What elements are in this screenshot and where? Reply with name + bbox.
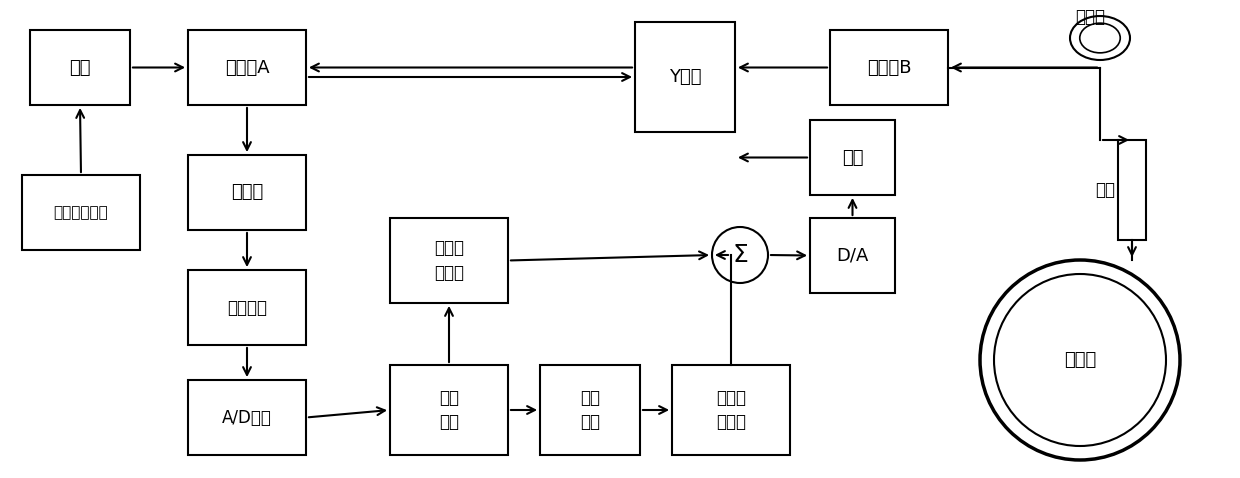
Text: 耦合器B: 耦合器B xyxy=(867,58,911,76)
Bar xyxy=(188,155,306,230)
Bar xyxy=(188,270,306,345)
Bar xyxy=(188,30,306,105)
Text: 延迟线: 延迟线 xyxy=(1075,8,1105,26)
Text: $\Sigma$: $\Sigma$ xyxy=(732,243,748,267)
Bar xyxy=(30,30,130,105)
Text: Y波导: Y波导 xyxy=(668,68,702,86)
Bar xyxy=(830,30,949,105)
Text: 驱动制冷电路: 驱动制冷电路 xyxy=(53,205,108,220)
Text: 前置放大: 前置放大 xyxy=(227,298,267,316)
Text: 波片: 波片 xyxy=(1095,181,1115,199)
Text: 运放: 运放 xyxy=(842,149,863,166)
Text: 四态波
生成器: 四态波 生成器 xyxy=(434,239,464,282)
Bar xyxy=(188,380,306,455)
Bar xyxy=(539,365,640,455)
Text: 主积
分器: 主积 分器 xyxy=(580,389,600,432)
Bar xyxy=(391,218,508,303)
Bar xyxy=(1118,140,1146,240)
Bar xyxy=(672,365,790,455)
Text: 阶梯波
生成器: 阶梯波 生成器 xyxy=(715,389,746,432)
Bar xyxy=(22,175,140,250)
Text: 敏感环: 敏感环 xyxy=(1064,351,1096,369)
Bar xyxy=(391,365,508,455)
Text: D/A: D/A xyxy=(836,247,869,264)
Bar xyxy=(810,120,895,195)
Bar xyxy=(635,22,735,132)
Text: 探测器: 探测器 xyxy=(231,184,263,202)
Text: 主解
调器: 主解 调器 xyxy=(439,389,459,432)
Text: A/D转换: A/D转换 xyxy=(222,409,272,426)
Bar xyxy=(810,218,895,293)
Text: 耦合器A: 耦合器A xyxy=(224,58,269,76)
Text: 光源: 光源 xyxy=(69,58,91,76)
